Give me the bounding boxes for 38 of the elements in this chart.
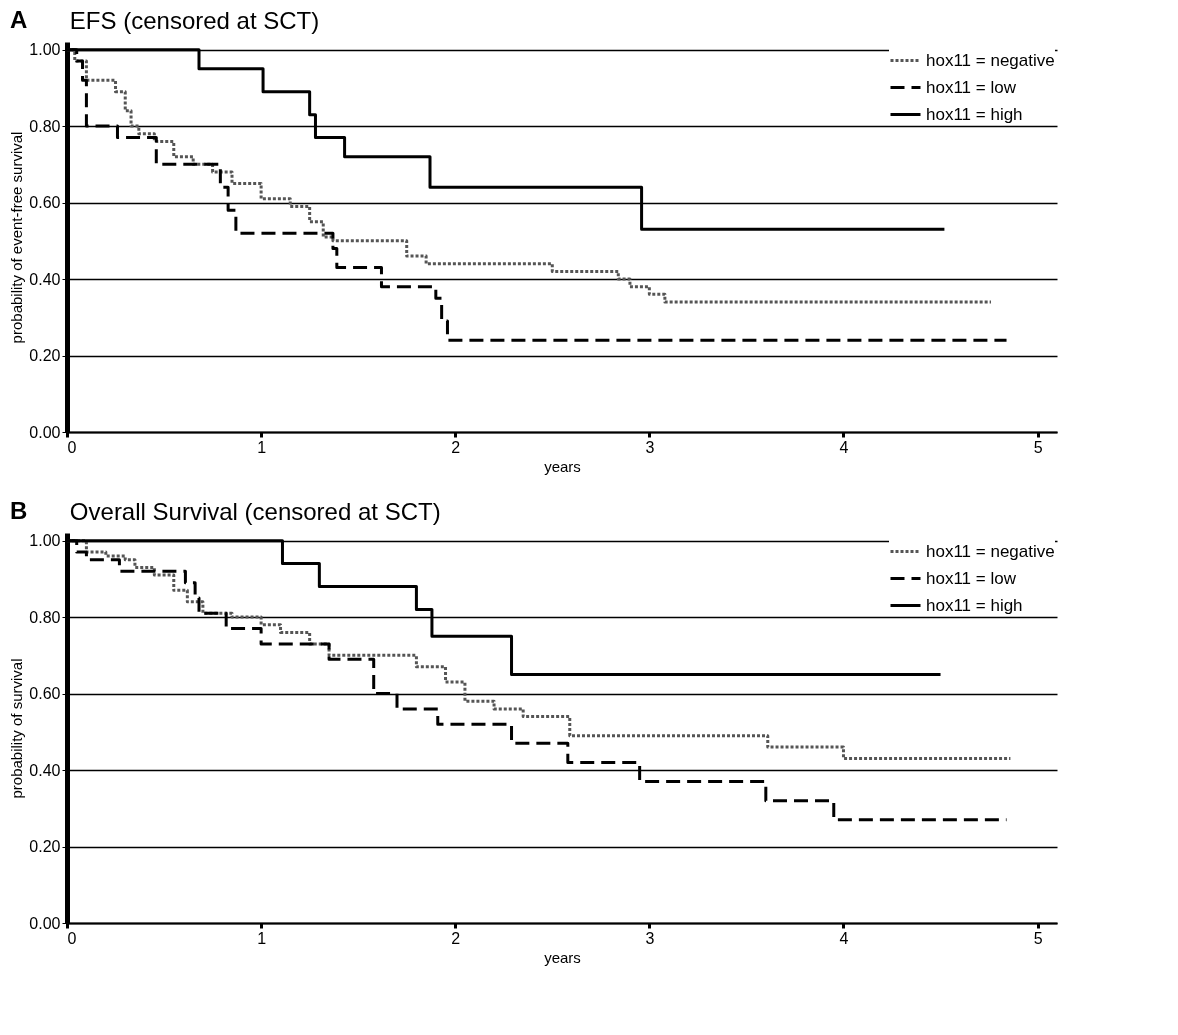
y-tick-label: 0.40 bbox=[29, 270, 61, 288]
chart-title: EFS (censored at SCT) bbox=[69, 6, 320, 34]
y-tick-label: 0.60 bbox=[29, 194, 61, 212]
x-tick-label: 3 bbox=[645, 438, 655, 456]
x-tick-label: 2 bbox=[451, 929, 461, 947]
y-axis-title: probability of survival bbox=[8, 658, 26, 799]
y-tick-label: 0.00 bbox=[29, 914, 61, 932]
legend-label: hox11 = low bbox=[926, 77, 1017, 97]
y-tick-label: 1.00 bbox=[29, 41, 61, 59]
legend-label: hox11 = negative bbox=[926, 50, 1055, 70]
x-tick-label: 3 bbox=[645, 929, 655, 947]
x-tick-label: 5 bbox=[1033, 929, 1043, 947]
y-tick-label: 0.80 bbox=[29, 117, 61, 135]
x-tick-label: 4 bbox=[839, 438, 849, 456]
legend-label: hox11 = negative bbox=[926, 541, 1055, 561]
legend-label: hox11 = high bbox=[926, 104, 1023, 124]
y-tick-label: 0.60 bbox=[29, 685, 61, 703]
x-tick-label: 0 bbox=[67, 929, 77, 947]
x-tick-label: 1 bbox=[257, 438, 267, 456]
y-axis-title: probability of event-free survival bbox=[8, 131, 26, 344]
y-tick-label: 0.20 bbox=[29, 347, 61, 365]
y-tick-label: 0.00 bbox=[29, 423, 61, 441]
x-axis-title: years bbox=[544, 457, 581, 475]
x-tick-label: 1 bbox=[257, 929, 267, 947]
y-tick-label: 0.80 bbox=[29, 608, 61, 626]
text: A bbox=[10, 6, 28, 34]
x-tick-label: 5 bbox=[1033, 438, 1043, 456]
y-tick-label: 0.40 bbox=[29, 761, 61, 779]
x-tick-label: 4 bbox=[839, 929, 849, 947]
legend-label: hox11 = low bbox=[926, 568, 1017, 588]
legend-label: hox11 = high bbox=[926, 595, 1023, 615]
text: B bbox=[10, 497, 28, 525]
y-tick-label: 1.00 bbox=[29, 532, 61, 550]
x-axis-title: years bbox=[544, 948, 581, 966]
y-tick-label: 0.20 bbox=[29, 838, 61, 856]
chart-title: Overall Survival (censored at SCT) bbox=[69, 497, 441, 525]
x-tick-label: 0 bbox=[67, 438, 77, 456]
x-tick-label: 2 bbox=[451, 438, 461, 456]
